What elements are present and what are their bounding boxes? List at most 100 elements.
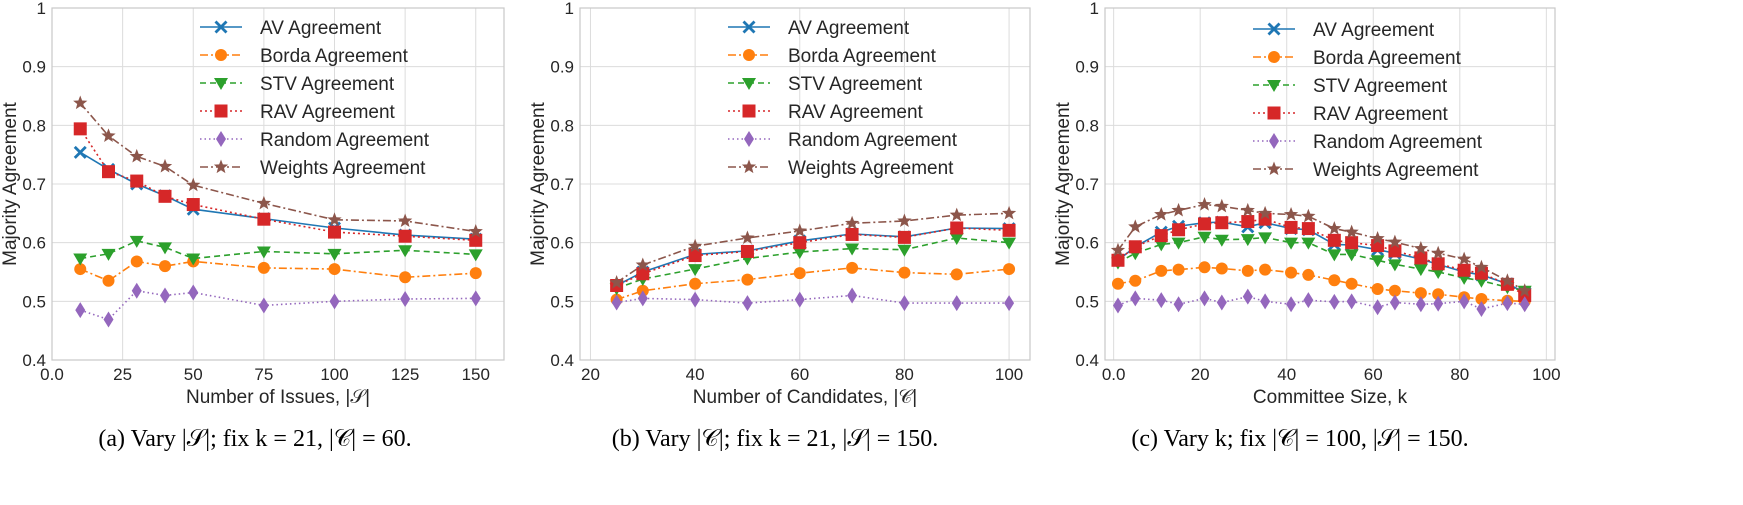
data-point-borda [1475, 292, 1488, 305]
data-point-weights [1240, 202, 1255, 217]
data-point-random [1112, 297, 1123, 314]
legend-label: Random Agreement [260, 130, 430, 151]
data-point-borda [1328, 274, 1341, 287]
data-point-rav [688, 249, 702, 263]
data-point-rav [1002, 223, 1016, 237]
data-point-weights [1257, 205, 1273, 220]
data-point-random [690, 291, 701, 308]
data-point-weights [101, 128, 116, 142]
legend-marker-borda [743, 49, 755, 61]
data-point-rav [1414, 251, 1428, 265]
data-point-weights [129, 148, 144, 163]
data-point-borda [1172, 263, 1185, 276]
legend-item-weights: Weights Agreement [1253, 160, 1479, 181]
data-point-rav [845, 227, 859, 241]
data-point-stv [1258, 232, 1273, 245]
y-tick-label: 0.5 [1075, 292, 1099, 311]
y-axis-label: Majority Agreement [528, 101, 549, 265]
data-point-random [1286, 296, 1297, 313]
y-tick-label: 0.9 [22, 58, 46, 77]
data-point-stv [1154, 239, 1169, 252]
data-point-weights [1500, 273, 1515, 287]
data-point-borda [399, 271, 412, 284]
legend-marker-borda [1268, 51, 1280, 63]
data-point-weights [1387, 234, 1403, 249]
x-tick-label: 0.0 [1102, 365, 1126, 384]
data-point-random [1130, 290, 1141, 307]
legend-label: RAV Agreement [260, 102, 396, 123]
legend-item-random: Random Agreement [1253, 132, 1483, 153]
plot-frame [51, 7, 505, 361]
legend-item-rav: RAV Agreement [728, 102, 924, 123]
data-point-random [1329, 293, 1340, 310]
x-tick-label: 20 [1191, 365, 1210, 384]
data-point-random [951, 295, 962, 312]
data-point-borda [1155, 264, 1168, 277]
data-point-stv [101, 248, 116, 261]
data-point-random [742, 295, 753, 312]
data-point-rav [1172, 223, 1186, 237]
data-point-weights [1001, 205, 1017, 220]
legend-marker-weights [741, 159, 757, 174]
data-point-random [1502, 295, 1513, 312]
data-point-borda [1003, 263, 1016, 276]
data-point-borda [1111, 277, 1124, 290]
data-point-random [1260, 293, 1271, 310]
legend-label: AV Agreement [788, 18, 910, 39]
data-point-stv [1327, 249, 1342, 262]
data-point-borda [257, 261, 270, 274]
x-tick-label: 50 [184, 365, 203, 384]
data-point-stv [1284, 237, 1299, 250]
x-tick-label: 80 [1450, 365, 1469, 384]
data-point-borda [74, 263, 87, 276]
x-tick-label: 150 [462, 365, 490, 384]
data-point-weights [186, 177, 201, 192]
panel-a: 0.4 0.5 0.6 0.7 0.8 0.9 1 0.0 25 50 75 100 125 150 AV … [0, 0, 505, 452]
data-point-weights [740, 230, 755, 245]
y-axis-label: Majority Agreement [0, 101, 21, 265]
legend: AV Agreement Borda Agreement STV Agreement… [728, 18, 958, 179]
data-point-rav [158, 189, 172, 203]
data-point-weights [1474, 259, 1489, 274]
data-point-rav [1457, 263, 1471, 277]
legend-marker-stv [214, 78, 228, 90]
data-point-rav [1111, 253, 1125, 267]
data-point-weights [1413, 241, 1428, 255]
data-point-rav [1198, 217, 1212, 231]
y-tick-label: 1 [37, 0, 46, 18]
series-weights [609, 205, 1017, 289]
data-point-weights [1110, 242, 1126, 257]
legend-marker-rav [1267, 106, 1281, 120]
data-point-weights [397, 213, 413, 228]
data-point-borda [130, 255, 143, 268]
data-point-rav [1128, 240, 1142, 254]
data-point-borda [793, 267, 806, 280]
data-point-rav [740, 244, 754, 258]
x-tick-label: 125 [391, 365, 419, 384]
x-tick-label: 60 [1364, 365, 1383, 384]
data-point-stv [186, 253, 201, 266]
legend-item-rav: RAV Agreement [1253, 104, 1449, 125]
data-point-random [1216, 294, 1227, 311]
y-tick-label: 0.4 [1075, 351, 1099, 370]
legend-marker-stv [742, 78, 756, 90]
legend-item-stv: STV Agreement [200, 74, 395, 95]
panel-b: 0.4 0.5 0.6 0.7 0.8 0.9 1 20 40 60 80 100 AV Agreeme… [528, 0, 1031, 452]
data-point-rav [186, 198, 200, 212]
x-tick-label: 25 [113, 365, 132, 384]
x-tick-label: 80 [895, 365, 914, 384]
data-point-random [1476, 300, 1487, 317]
legend-marker-random [1269, 133, 1279, 149]
series-line-random [1117, 295, 1525, 310]
y-tick-label: 0.8 [22, 116, 46, 135]
legend-label: Borda Agreement [788, 46, 937, 67]
data-point-weights [1301, 208, 1316, 223]
data-point-borda [1285, 266, 1298, 279]
data-point-borda [846, 261, 859, 274]
data-point-stv [688, 264, 703, 277]
data-point-rav [1431, 257, 1445, 271]
legend-item-av: AV Agreement [200, 18, 382, 39]
data-point-borda [1198, 261, 1211, 274]
series-line-weights [79, 102, 476, 233]
legend-label: RAV Agreement [1313, 104, 1449, 125]
